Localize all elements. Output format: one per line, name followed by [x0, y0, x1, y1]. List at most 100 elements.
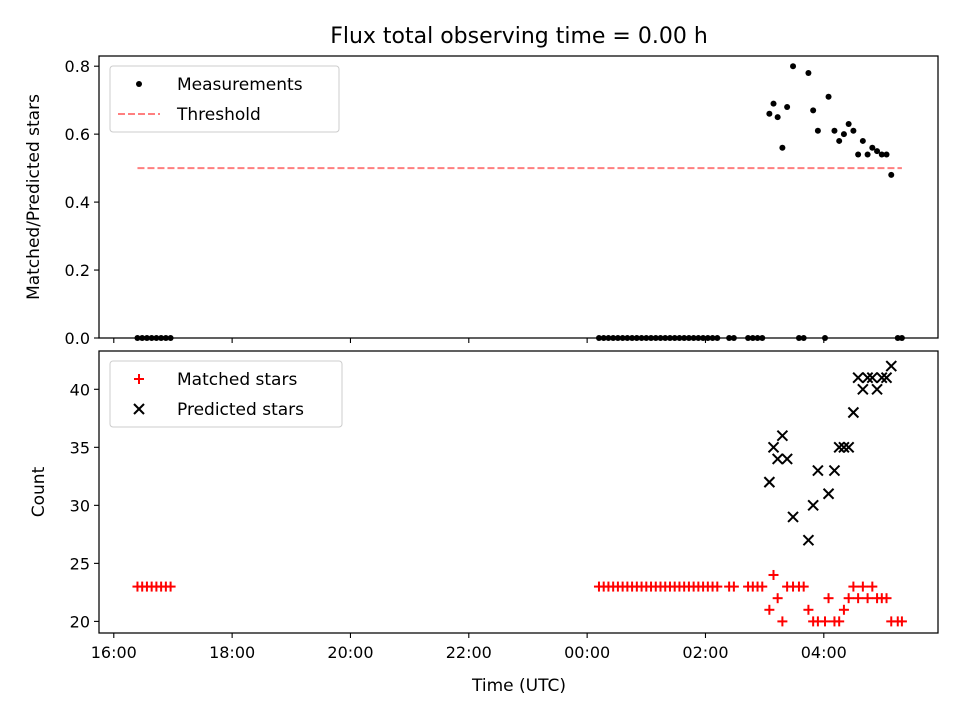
predicted-stars-point	[767, 441, 780, 454]
predicted-stars-point	[807, 499, 819, 512]
counts-y-tick-label: 20	[70, 612, 90, 631]
predicted-stars-legend-marker	[133, 403, 145, 415]
legend-item-predicted-stars: Predicted stars	[133, 400, 304, 420]
ratio-y-ticks: 0.0 0.2 0.4 0.6 0.8	[65, 57, 99, 348]
matched-stars-point	[867, 581, 878, 592]
measurements-point	[805, 69, 812, 76]
ratio-y-label: Matched/Predicted stars	[24, 94, 44, 300]
count-y-label: Count	[29, 466, 49, 517]
predicted-stars-point	[776, 430, 789, 442]
measurements-point	[770, 100, 777, 107]
x-axis-label: Time (UTC)	[471, 676, 566, 696]
x-tick-label: 00:00	[564, 643, 610, 662]
measurements-point	[855, 151, 862, 158]
measurements-point	[864, 151, 871, 158]
predicted-stars-point	[781, 453, 793, 465]
counts-y-tick-label: 40	[70, 380, 90, 399]
x-tick-label: 04:00	[801, 643, 847, 662]
ratio-legend: Measurements Threshold	[109, 65, 340, 133]
count-y-ticks: 20 25 30 35 40	[70, 380, 99, 631]
x-tick-label: 16:00	[91, 643, 137, 662]
count-axes-frame	[98, 350, 939, 634]
matched-stars-point	[857, 581, 868, 592]
matched-stars-point	[823, 593, 834, 604]
ratio-y-tick-label: 0.8	[65, 57, 90, 76]
x-tick-label: 20:00	[327, 643, 373, 662]
predicted-stars-legend-label: Predicted stars	[177, 400, 304, 420]
count-panel: 16:00 18:00 20:00 22:00 00:00 02:00 04:00 20 25…	[29, 350, 939, 662]
predicted-stars-point	[876, 371, 888, 384]
x-tick-label: 02:00	[682, 643, 728, 662]
matched-stars-point	[768, 569, 779, 580]
legend-item-matched-stars: Matched stars	[134, 370, 297, 390]
ratio-y-tick-label: 0.2	[65, 261, 90, 280]
predicted-stars-point	[852, 371, 864, 384]
matched-stars-point	[843, 593, 854, 604]
matched-stars-point	[777, 616, 788, 627]
matched-stars-point	[881, 593, 892, 604]
measurements-point	[850, 127, 857, 134]
predicted-stars-point	[828, 464, 841, 477]
counts-y-tick-label: 25	[70, 554, 90, 573]
measurements-point	[859, 137, 866, 144]
measurements-point	[840, 131, 847, 138]
x-tick-label: 18:00	[209, 643, 255, 662]
predicted-stars-point	[833, 441, 845, 454]
predicted-stars-point	[812, 464, 824, 477]
predicted-stars-point	[822, 488, 835, 500]
counts-y-tick-label: 30	[70, 496, 90, 515]
measurements-point	[825, 93, 832, 100]
predicted-stars-point	[847, 406, 860, 419]
measurements-point	[814, 127, 821, 134]
ratio-legend-box	[109, 65, 340, 133]
predicted-stars-point	[787, 511, 799, 523]
measurements-legend-marker	[136, 81, 142, 87]
counts-y-tick-label: 35	[70, 438, 90, 457]
legend-item-threshold: Threshold	[118, 105, 261, 125]
count-x-ticks: 16:00 18:00 20:00 22:00 00:00 02:00 04:00	[91, 633, 847, 662]
ratio-marks	[134, 63, 905, 341]
matched-stars-point	[848, 581, 859, 592]
ratio-y-tick-label: 0.4	[65, 193, 90, 212]
matched-stars-point	[896, 616, 907, 627]
measurements-point	[766, 110, 773, 117]
x-tick-label: 22:00	[446, 643, 492, 662]
measurements-point	[784, 103, 791, 110]
matched-stars-point	[728, 581, 739, 592]
matched-stars-point	[834, 616, 845, 627]
measurements-point	[869, 144, 876, 151]
matched-stars-point	[712, 581, 723, 592]
matched-stars-point	[165, 581, 176, 592]
measurements-point	[774, 114, 781, 121]
predicted-stars-point	[802, 534, 815, 546]
matched-stars-legend-label: Matched stars	[177, 370, 297, 390]
measurements-point	[874, 148, 881, 155]
ratio-x-ticks	[113, 338, 825, 343]
ratio-panel: 0.00.20.40.60.8 Matched/Predicted stars …	[24, 55, 939, 348]
measurements-point	[810, 107, 817, 114]
measurements-point	[845, 120, 852, 127]
predicted-stars-point	[771, 453, 784, 465]
measurements-point	[883, 151, 890, 158]
measurements-legend-label: Measurements	[177, 75, 303, 95]
predicted-stars-point	[763, 476, 776, 488]
matched-stars-point	[862, 593, 873, 604]
matched-stars-point	[803, 604, 814, 615]
matched-stars-point	[757, 581, 768, 592]
predicted-stars-point	[838, 441, 850, 454]
counts-legend-box	[109, 360, 343, 428]
measurements-point	[831, 127, 838, 134]
count-marks	[132, 360, 907, 627]
count-legend: Matched stars Predicted stars	[109, 360, 343, 428]
matched-stars-point	[819, 616, 830, 627]
chart-title: Flux total observing time = 0.00 h	[330, 24, 708, 49]
threshold-legend-label: Threshold	[176, 105, 261, 125]
matched-stars-point	[838, 604, 849, 615]
predicted-stars-point	[861, 371, 874, 384]
ratio-axes-frame	[98, 55, 939, 339]
predicted-stars-point	[842, 441, 855, 454]
predicted-stars-point	[866, 371, 879, 384]
legend-item-measurements: Measurements	[136, 75, 303, 95]
matched-stars-point	[772, 593, 783, 604]
